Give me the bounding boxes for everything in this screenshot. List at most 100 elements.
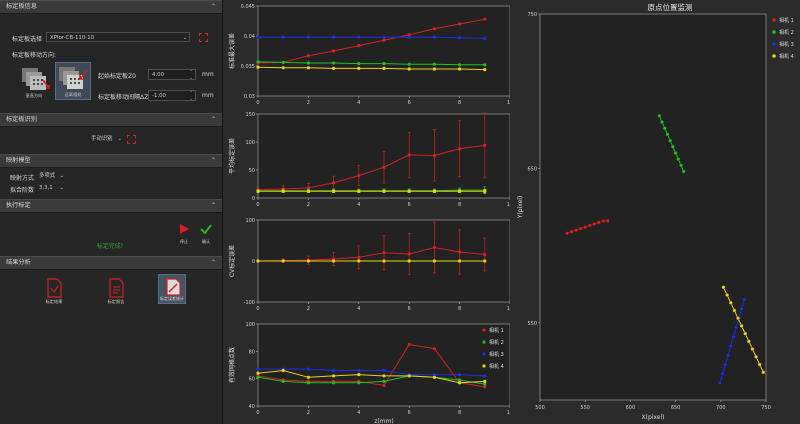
chevron-up-icon[interactable]: ⌃ xyxy=(210,3,216,10)
recognition-mode-select[interactable]: 手动识别 ⌄ xyxy=(88,134,124,144)
data-point xyxy=(665,132,670,137)
chevron-up-icon[interactable]: ⌃ xyxy=(210,116,216,123)
x-tick-label: 4 xyxy=(357,202,360,208)
data-point xyxy=(306,66,310,70)
data-point xyxy=(483,143,487,147)
data-point xyxy=(407,259,411,263)
data-point xyxy=(256,259,260,263)
start-position-unit: mm xyxy=(202,71,214,78)
data-point xyxy=(458,372,462,377)
legend-marker xyxy=(482,352,486,356)
data-point xyxy=(673,151,678,155)
chevron-up-icon[interactable]: ⌃ xyxy=(210,259,216,266)
analysis-report-button[interactable]: 标定报告 xyxy=(108,278,124,304)
data-point xyxy=(281,189,285,193)
spin-arrows-icon[interactable]: ⌃ ⌄ xyxy=(189,69,193,80)
data-point xyxy=(306,259,310,263)
y-tick-label: 750 xyxy=(527,12,537,18)
data-point xyxy=(565,231,570,236)
data-point xyxy=(483,382,487,386)
data-point xyxy=(574,228,579,233)
data-point xyxy=(458,36,462,40)
data-point xyxy=(739,323,744,328)
data-point xyxy=(605,218,610,223)
start-position-label: 起始标定板Z0 xyxy=(98,73,136,80)
data-point xyxy=(256,371,260,375)
data-point xyxy=(679,163,683,168)
series-line xyxy=(257,369,485,384)
data-point xyxy=(256,367,260,371)
mapping-method-select[interactable]: 多项式 ⌄ xyxy=(36,171,66,181)
data-point xyxy=(734,325,739,330)
data-point xyxy=(458,250,462,254)
legend-label: 相机 4 xyxy=(489,363,504,370)
spin-arrows-icon[interactable]: ⌃ ⌄ xyxy=(189,90,193,101)
data-point xyxy=(483,374,487,378)
section-execute-header[interactable]: 执行标定 ⌃ xyxy=(0,199,222,213)
data-point xyxy=(458,378,462,382)
data-point xyxy=(256,375,260,379)
data-point xyxy=(382,189,386,193)
analysis-error-stats-button[interactable]: 标定误差统计 xyxy=(158,274,186,304)
y-axis-label: Y(pixel) xyxy=(517,196,524,220)
data-point xyxy=(281,368,285,373)
y-tick-label: 0.035 xyxy=(241,64,255,70)
data-point xyxy=(483,36,487,41)
direction-vertical-tile[interactable]: 垂直方向 xyxy=(16,62,52,100)
x-tick-label: 8 xyxy=(458,100,461,106)
data-point xyxy=(357,44,361,48)
x-tick-label: 4 xyxy=(357,306,360,312)
move-interval-input[interactable]: -1.00 ⌃ ⌄ xyxy=(148,90,196,101)
target-icon[interactable] xyxy=(127,135,136,144)
data-point xyxy=(458,22,462,26)
data-point xyxy=(483,63,487,67)
data-point xyxy=(407,374,411,378)
data-point xyxy=(382,165,386,169)
section-analysis-header[interactable]: 结果分析 ⌃ xyxy=(0,256,222,270)
target-icon[interactable] xyxy=(199,33,208,42)
stop-button[interactable]: 停止 xyxy=(178,220,190,244)
board-select[interactable]: XPlor-CB-110-10 ⌄ xyxy=(46,32,190,42)
series-line xyxy=(258,368,485,377)
section-recognition-header[interactable]: 标定板识别 ⌃ xyxy=(0,113,222,127)
series-line xyxy=(258,189,485,192)
chevron-up-icon[interactable]: ⌃ xyxy=(210,202,216,209)
legend-label: 相机 2 xyxy=(489,339,504,346)
tile-caption: 远离相机 xyxy=(64,92,82,97)
y-tick-label: 0.04 xyxy=(244,34,255,40)
legend-marker xyxy=(772,30,776,34)
file-icon xyxy=(166,278,181,296)
chevron-up-icon[interactable]: ⌃ xyxy=(210,157,216,164)
data-point xyxy=(676,157,681,162)
x-tick-label: 4 xyxy=(357,410,360,416)
fit-order-select[interactable]: 3,3,1 ⌄ xyxy=(36,183,66,193)
analysis-result-button[interactable]: 标定结果 xyxy=(46,278,62,304)
x-tick-label: 10 xyxy=(507,306,510,312)
data-point xyxy=(725,293,730,297)
confirm-button[interactable]: 确认 xyxy=(200,220,212,244)
board-select-value: XPlor-CB-110-10 xyxy=(50,35,95,41)
x-tick-label: 700 xyxy=(716,405,726,411)
data-point xyxy=(382,374,386,378)
section-mapping-header[interactable]: 映射模型 ⌃ xyxy=(0,154,222,168)
x-tick-label: 600 xyxy=(626,405,636,411)
x-tick-label: 2 xyxy=(307,306,310,312)
section-board-info-header[interactable]: 标定板信息 ⌃ xyxy=(0,0,222,14)
data-point xyxy=(357,259,361,263)
data-point xyxy=(432,259,436,263)
x-tick-label: 10 xyxy=(507,410,510,416)
data-point xyxy=(332,35,336,39)
data-point xyxy=(720,371,725,376)
data-point xyxy=(432,245,436,250)
legend-label: 相机 1 xyxy=(779,17,794,24)
data-point xyxy=(750,347,755,351)
data-point xyxy=(357,255,361,259)
start-position-input[interactable]: 4.00 ⌃ ⌄ xyxy=(148,69,196,80)
move-interval-value: -1.00 xyxy=(152,93,166,99)
play-icon xyxy=(180,224,189,234)
y-axis-label: CV标定误差 xyxy=(228,245,236,277)
legend-marker xyxy=(772,18,776,22)
data-point xyxy=(483,68,487,72)
direction-away-tile[interactable]: 远离相机 xyxy=(55,62,91,100)
data-point xyxy=(458,259,462,263)
